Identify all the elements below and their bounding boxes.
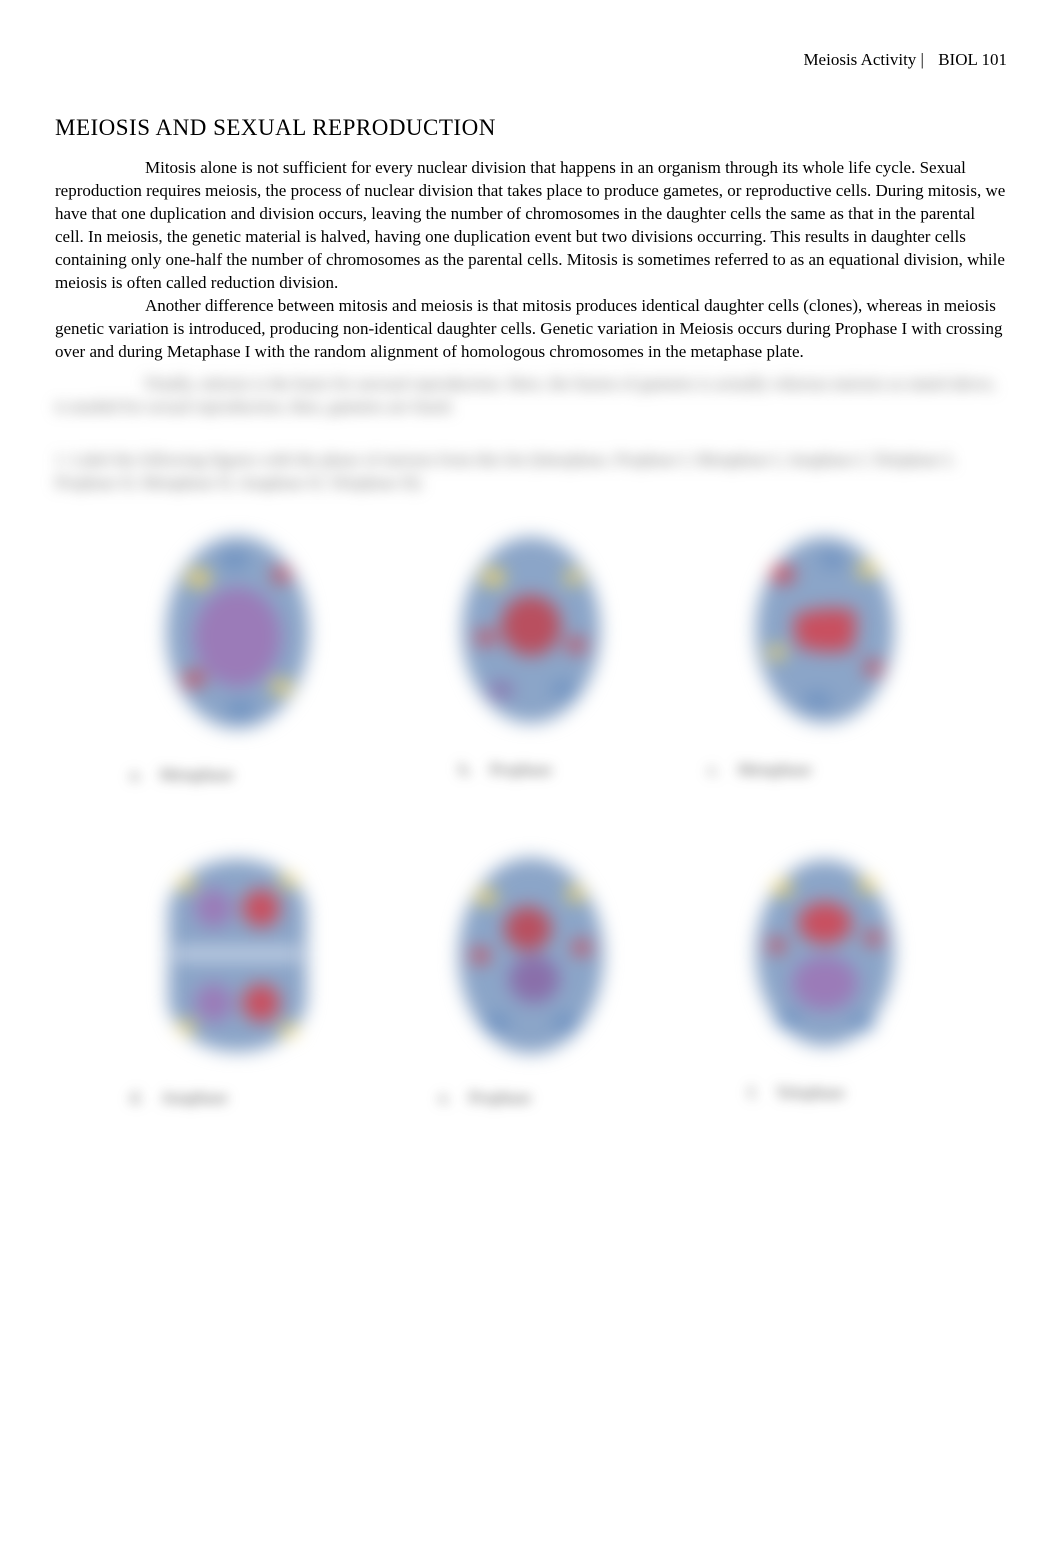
cell-icon — [446, 853, 616, 1058]
paragraph-2-text: Another difference between mitosis and m… — [55, 296, 1003, 361]
caption-c-label: Metaphase — [738, 760, 812, 780]
cell-icon — [160, 530, 315, 735]
blurred-instruction: 1. Label the following figures with the … — [55, 449, 1007, 495]
caption-f-letter: f. — [748, 1083, 758, 1103]
page-header: Meiosis Activity | BIOL 101 — [55, 50, 1007, 70]
caption-d: d. Anaphase — [95, 1088, 228, 1108]
caption-a-letter: a. — [130, 765, 142, 785]
paragraph-1: Mitosis alone is not sufficient for ever… — [55, 157, 1007, 295]
caption-a-label: Metaphase — [160, 765, 234, 785]
caption-f: f. Telophase — [683, 1083, 845, 1103]
caption-b-label: Prophase — [490, 760, 552, 780]
blurred-paragraph-3-text: Finally, mitosis is the basis for asexua… — [55, 374, 996, 416]
course-code: BIOL 101 — [938, 50, 1007, 69]
caption-d-letter: d. — [130, 1088, 143, 1108]
caption-e-letter: e. — [439, 1088, 451, 1108]
caption-b: b. Prophase — [389, 760, 552, 780]
cell-image-f — [750, 853, 900, 1053]
cell-icon — [750, 530, 900, 730]
cell-image-b — [456, 530, 606, 730]
cell-image-e — [446, 853, 616, 1058]
cell-icon — [155, 853, 320, 1058]
caption-a: a. Metaphase — [95, 765, 233, 785]
blurred-paragraph-3: Finally, mitosis is the basis for asexua… — [55, 373, 1007, 419]
caption-e: e. Prophase — [389, 1088, 531, 1108]
caption-d-label: Anaphase — [161, 1088, 228, 1108]
cell-image-c — [750, 530, 900, 730]
document-page: Meiosis Activity | BIOL 101 MEIOSIS AND … — [0, 0, 1062, 1176]
cell-item-d: d. Anaphase — [95, 853, 379, 1116]
cell-image-a — [160, 530, 315, 735]
cell-item-e: e. Prophase — [389, 853, 673, 1116]
paragraph-1-text: Mitosis alone is not sufficient for ever… — [55, 158, 1005, 292]
cell-icon — [750, 853, 900, 1053]
cell-image-d — [155, 853, 320, 1058]
cell-item-b: b. Prophase — [389, 530, 673, 793]
caption-c: c. Metaphase — [683, 760, 811, 780]
caption-e-label: Prophase — [469, 1088, 531, 1108]
page-title: MEIOSIS AND SEXUAL REPRODUCTION — [55, 115, 1007, 141]
cell-item-c: c. Metaphase — [683, 530, 967, 793]
cell-item-f: f. Telophase — [683, 853, 967, 1116]
cell-item-a: a. Metaphase — [95, 530, 379, 793]
caption-c-letter: c. — [708, 760, 720, 780]
cell-grid: a. Metaphase b. Prophase — [55, 530, 1007, 1116]
activity-label: Meiosis Activity | — [803, 50, 924, 69]
paragraph-2: Another difference between mitosis and m… — [55, 295, 1007, 364]
caption-b-letter: b. — [459, 760, 472, 780]
blurred-content: Finally, mitosis is the basis for asexua… — [55, 373, 1007, 495]
caption-f-label: Telophase — [776, 1083, 845, 1103]
cell-icon — [456, 530, 606, 730]
